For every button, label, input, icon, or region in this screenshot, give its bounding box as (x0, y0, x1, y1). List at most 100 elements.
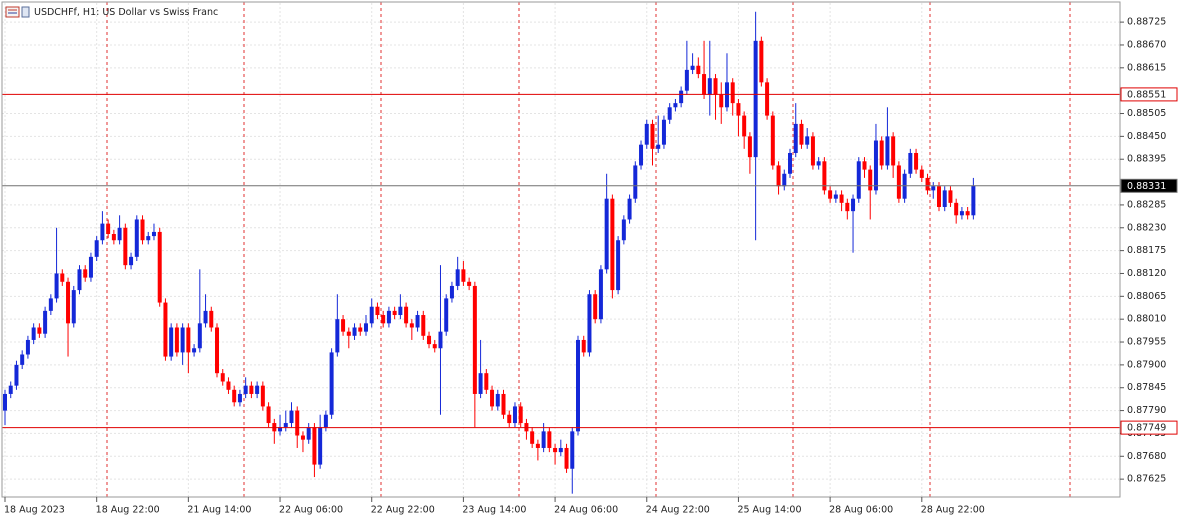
candle-body (134, 219, 139, 257)
candle-body (37, 327, 42, 334)
y-tick-label: 0.87955 (1127, 337, 1166, 348)
candle-body (255, 385, 260, 394)
price-label-box (1120, 87, 1178, 102)
candle-body (94, 240, 99, 257)
x-tick-label: 23 Aug 14:00 (462, 505, 526, 516)
candle-body (742, 115, 747, 137)
x-tick-label: 18 Aug 22:00 (96, 505, 160, 516)
y-tick-label: 0.88175 (1127, 245, 1166, 256)
candle-body (335, 319, 340, 353)
candle-body (696, 65, 701, 75)
candle-body (174, 327, 179, 353)
candle-body (146, 236, 151, 241)
candle-body (598, 269, 603, 320)
y-tick-label: 0.88670 (1127, 39, 1166, 50)
candle-body (409, 323, 414, 328)
candle-body (461, 269, 466, 282)
y-tick-label: 0.88505 (1127, 108, 1166, 119)
chart-title: USDCHFf, H1: US Dollar vs Swiss Franc (34, 7, 218, 18)
candle-body (553, 447, 558, 453)
candle-body (14, 364, 19, 386)
y-tick-label: 0.88285 (1127, 199, 1166, 210)
candle-body (163, 302, 168, 357)
x-tick-label: 28 Aug 06:00 (829, 505, 893, 516)
candle-body (719, 94, 724, 108)
candle-body (60, 273, 65, 282)
candle-body (71, 290, 76, 324)
candle-body (851, 198, 856, 212)
candle-body (919, 169, 924, 178)
y-tick-label: 0.87790 (1127, 405, 1166, 416)
candle-body (352, 327, 357, 336)
price-label: 0.88331 (1127, 181, 1166, 192)
candle-body (197, 323, 202, 349)
candle-body (547, 431, 552, 448)
price-label: 0.88551 (1127, 89, 1166, 100)
candle-body (839, 194, 844, 203)
candle-body (782, 173, 787, 187)
candle-body (140, 219, 145, 241)
candle-body (472, 285, 477, 394)
candle-body (392, 310, 397, 316)
candle-body (20, 354, 25, 365)
candle-body (421, 315, 426, 336)
day-separators (106, 2, 1071, 497)
x-tick-label: 22 Aug 22:00 (371, 505, 435, 516)
candle-body (54, 273, 59, 299)
candle-body (891, 136, 896, 166)
candle-body (312, 427, 317, 465)
candle-body (289, 410, 294, 424)
candle-body (541, 431, 546, 448)
icon-frame (5, 6, 20, 18)
candle-body (610, 198, 615, 291)
candle-body (593, 294, 598, 320)
candle-body (644, 123, 649, 145)
candle-body (283, 423, 288, 428)
candle-body (318, 427, 323, 465)
candle-body (679, 90, 684, 104)
candle-body (88, 256, 93, 278)
candle-body (518, 406, 523, 424)
candle-body (111, 234, 116, 241)
candle-body (363, 323, 368, 332)
y-tick-label: 0.88725 (1127, 17, 1166, 28)
x-tick-label: 24 Aug 06:00 (554, 505, 618, 516)
candle-body (129, 256, 134, 266)
candle-body (667, 107, 672, 120)
candle-body (793, 123, 798, 153)
candle-body (100, 223, 105, 241)
candle-body (914, 152, 919, 170)
candle-body (616, 240, 621, 291)
candle-body (300, 435, 305, 440)
candle-body (868, 169, 873, 191)
candle-body (896, 165, 901, 199)
candle-body (702, 74, 707, 95)
candle-body (558, 447, 563, 453)
candle-body (490, 389, 495, 407)
candle-body (306, 427, 311, 440)
candle-body (66, 281, 71, 324)
candle-body (633, 165, 638, 199)
candle-body (501, 393, 506, 415)
candle-body (730, 82, 735, 104)
candle-body (736, 103, 741, 116)
candle-body (690, 65, 695, 70)
y-tick-label: 0.88010 (1127, 314, 1166, 325)
icon-panel (21, 6, 30, 18)
candle-body (673, 103, 678, 108)
candle-body (805, 136, 810, 145)
y-tick-label: 0.87625 (1127, 474, 1166, 485)
candle-body (438, 331, 443, 349)
candle-body (226, 381, 231, 390)
candle-body (123, 227, 128, 266)
y-tick-label: 0.88065 (1127, 291, 1166, 302)
candle-body (788, 152, 793, 174)
candle-body (381, 315, 386, 324)
candle-body (954, 202, 959, 216)
y-tick-label: 0.88450 (1127, 131, 1166, 142)
candle-body (83, 269, 88, 278)
candle-body (427, 335, 432, 345)
candle-body (833, 194, 838, 199)
candle-body (8, 385, 13, 394)
